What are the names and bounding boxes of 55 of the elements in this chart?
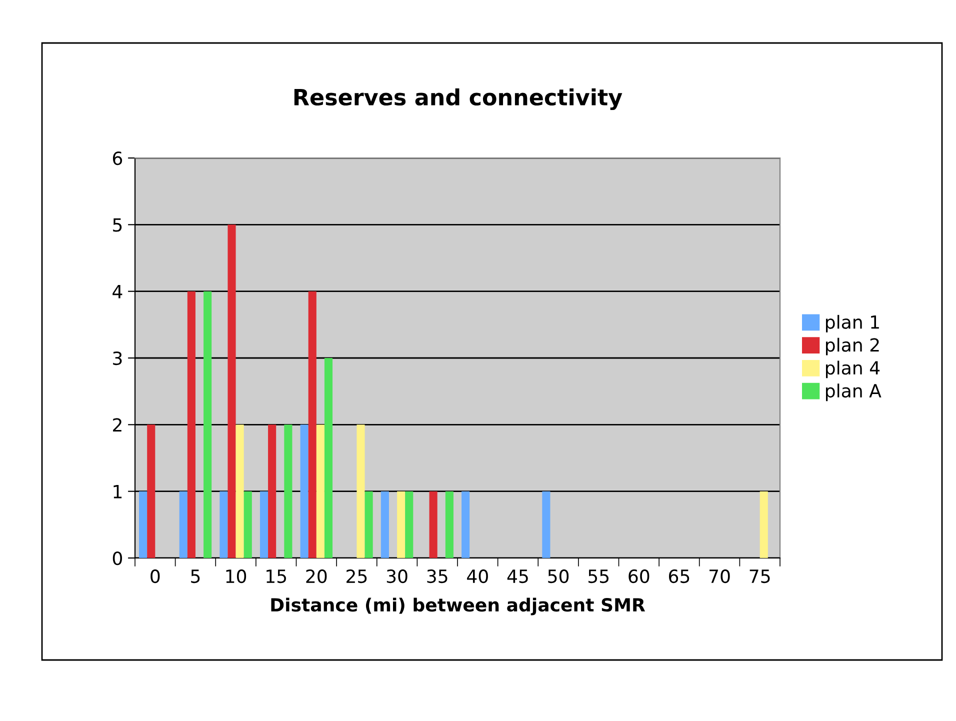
x-tick-label: 45 — [507, 570, 528, 584]
y-tick-label: 2 — [113, 418, 122, 432]
x-tick-label: 5 — [191, 570, 200, 584]
legend-label: plan A — [826, 384, 882, 402]
bar — [260, 491, 268, 558]
bar — [429, 491, 438, 558]
bar — [397, 491, 406, 558]
bar — [316, 424, 324, 558]
bar — [147, 424, 156, 558]
bar — [187, 291, 196, 558]
bar — [204, 291, 212, 558]
bar — [236, 424, 244, 558]
x-tick-label: 15 — [266, 570, 286, 584]
x-tick-label: 30 — [386, 569, 408, 584]
chart-title: Reserves and connectivity — [294, 88, 622, 110]
bar — [445, 491, 454, 558]
x-tick-label: 65 — [668, 569, 690, 584]
x-tick-label: 55 — [588, 570, 609, 584]
x-tick-label: 50 — [548, 569, 569, 584]
x-tick-label: 75 — [750, 570, 770, 584]
y-tick-label: 6 — [112, 151, 122, 166]
legend-label: plan 2 — [826, 338, 879, 356]
bar — [364, 491, 373, 558]
y-tick-label: 0 — [112, 551, 122, 566]
y-tick-label: 1 — [114, 485, 122, 498]
x-axis-title: Distance (mi) between adjacent SMR — [271, 598, 646, 616]
bar — [324, 358, 333, 558]
bar — [380, 491, 389, 558]
legend-label: plan 1 — [826, 314, 879, 332]
x-tick-label: 40 — [467, 569, 488, 584]
bar — [284, 424, 292, 558]
bar — [542, 491, 550, 558]
bar — [228, 224, 236, 558]
x-tick-label: 25 — [346, 569, 367, 584]
bar — [760, 491, 768, 558]
x-tick-label: 20 — [306, 569, 327, 584]
y-tick-label: 3 — [113, 351, 122, 366]
bar — [220, 491, 228, 558]
x-tick-label: 35 — [427, 569, 448, 584]
bar — [356, 424, 365, 558]
bar — [179, 491, 188, 558]
x-tick-label: 70 — [710, 569, 730, 584]
bar — [405, 491, 414, 558]
bar — [308, 291, 316, 558]
bar — [268, 424, 276, 558]
x-tick-label: 10 — [226, 569, 246, 584]
bar — [244, 491, 252, 558]
legend-label: plan 4 — [826, 360, 880, 378]
bar — [462, 491, 470, 558]
x-tick-label: 0 — [150, 569, 160, 584]
x-tick-label: 60 — [628, 569, 650, 584]
y-tick-label: 4 — [112, 285, 122, 298]
bar — [139, 491, 148, 558]
y-tick-label: 5 — [113, 218, 122, 232]
bar — [300, 424, 308, 558]
